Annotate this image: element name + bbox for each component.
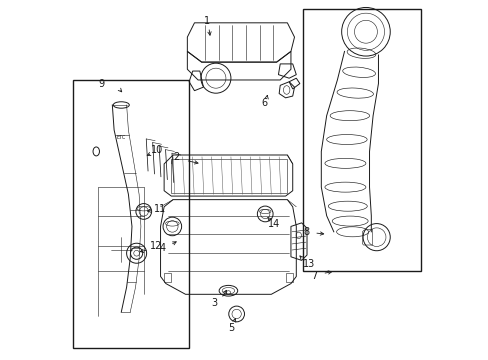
Text: 7: 7 — [310, 271, 317, 282]
Text: ETC: ETC — [117, 135, 125, 140]
Bar — [73, 80, 189, 348]
Text: 9: 9 — [99, 78, 104, 89]
Text: 5: 5 — [228, 323, 234, 333]
Text: 8: 8 — [302, 227, 308, 237]
Text: 12: 12 — [150, 241, 162, 251]
Text: 1: 1 — [203, 16, 210, 26]
Text: 10: 10 — [150, 145, 163, 155]
Text: 2: 2 — [173, 152, 180, 162]
Text: 11: 11 — [153, 203, 165, 213]
Text: 4: 4 — [159, 243, 165, 253]
Text: 6: 6 — [261, 98, 266, 108]
Text: 3: 3 — [211, 298, 217, 308]
Text: 13: 13 — [303, 259, 315, 269]
Text: 14: 14 — [267, 219, 280, 229]
Bar — [171, 158, 287, 193]
Bar — [303, 9, 421, 271]
